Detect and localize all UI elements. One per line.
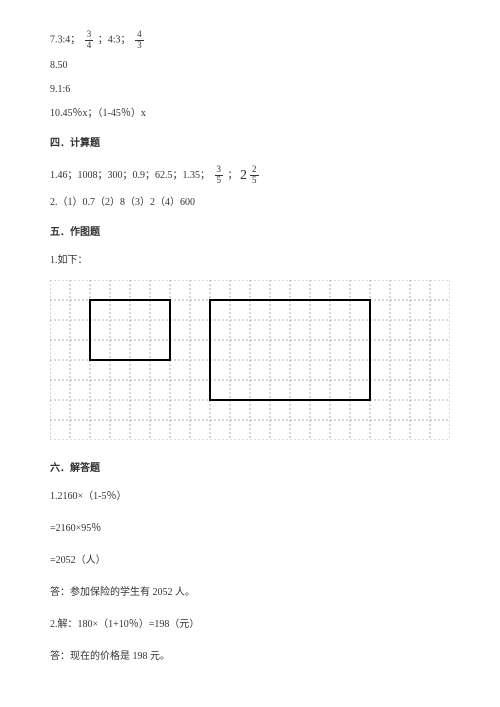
section5-title: 五．作图题 [50,224,450,242]
s4-line2: 2.（1）0.7（2）8（3）2（4）600 [50,194,450,212]
s6-l4: 2.解：180×（1+10％）=198（元） [50,616,450,634]
q9-line: 9.1:6 [50,81,450,99]
fraction-3-4: 3 4 [85,30,94,51]
s6-l2: =2052（人） [50,552,450,570]
grid-figure [50,280,450,440]
q7-line: 7.3:4； 3 4 ；4:3； 4 3 [50,30,450,51]
s4-line1: 1.46；1008；300；0.9；62.5；1.35； 3 5 ； 2 2 5 [50,163,450,188]
s4-line1-a: 1.46；1008；300；0.9；62.5；1.35； [50,170,210,181]
s6-l0: 1.2160×（1-5％） [50,488,450,506]
q7-text-b: ；4:3； [98,35,131,46]
section6-title: 六．解答题 [50,460,450,478]
s5-line1: 1.如下： [50,252,450,270]
s6-l3: 答：参加保险的学生有 2052 人。 [50,584,450,602]
q8-line: 8.50 [50,57,450,75]
s4-line1-b: ； [228,170,238,181]
q7-text-a: 7.3:4； [50,35,80,46]
s6-l1: =2160×95％ [50,520,450,538]
s6-l5: 答：现在的价格是 198 元。 [50,648,450,666]
section4-title: 四．计算题 [50,135,450,153]
grid-svg [50,280,450,440]
fraction-4-3: 4 3 [135,30,144,51]
fraction-3-5: 3 5 [215,165,224,186]
mixed-2-2-5: 2 2 5 [240,163,261,188]
q10-line: 10.45％x；（1-45％）x [50,105,450,123]
